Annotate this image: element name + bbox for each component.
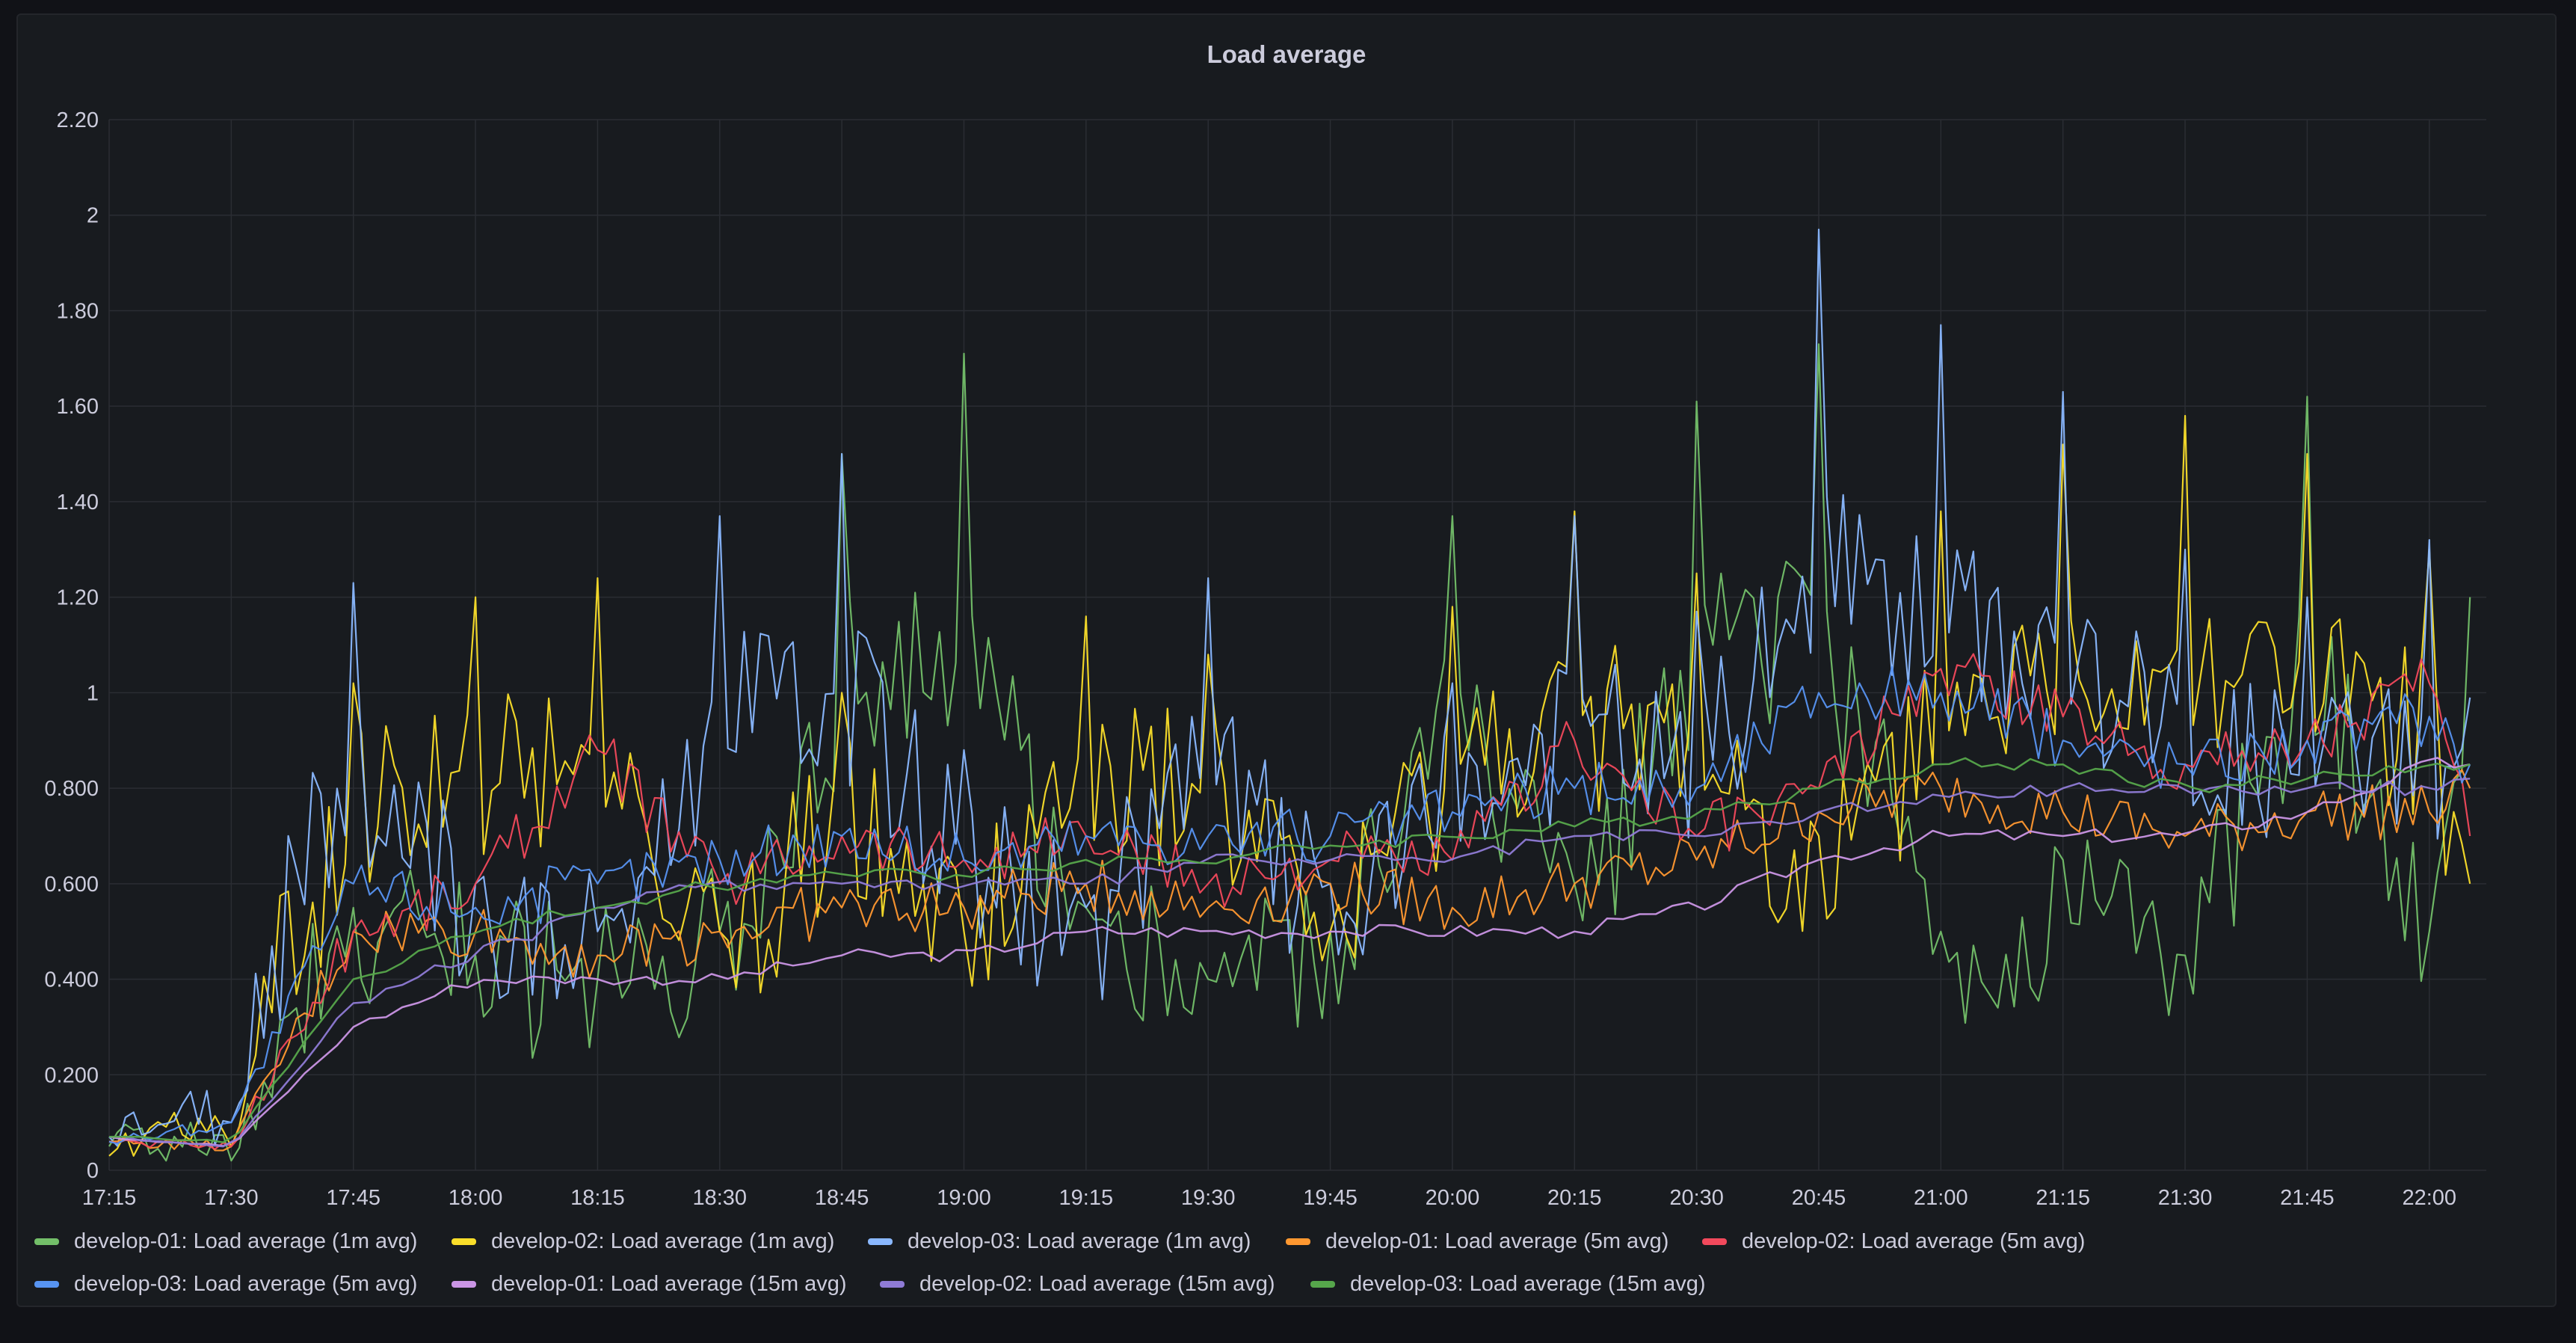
- legend-swatch: [880, 1281, 905, 1288]
- y-tick-label: 0.200: [44, 1063, 99, 1087]
- legend-item[interactable]: develop-01: Load average (1m avg): [34, 1229, 417, 1254]
- legend-label: develop-02: Load average (5m avg): [1742, 1229, 2086, 1253]
- x-tick-label: 20:15: [1547, 1186, 1602, 1210]
- y-tick-label: 1.80: [57, 299, 99, 323]
- y-tick-label: 1.40: [57, 491, 99, 514]
- legend-swatch: [1286, 1238, 1310, 1245]
- legend-item[interactable]: develop-01: Load average (5m avg): [1286, 1229, 1668, 1254]
- legend-swatch: [1310, 1281, 1335, 1288]
- legend-label: develop-03: Load average (15m avg): [1350, 1272, 1706, 1296]
- x-tick-label: 21:00: [1914, 1186, 1968, 1210]
- x-tick-label: 18:30: [692, 1186, 747, 1210]
- x-tick-label: 21:15: [2036, 1186, 2090, 1210]
- legend-swatch: [34, 1238, 59, 1245]
- chart-grid: [108, 119, 2486, 1171]
- y-tick-label: 1.20: [57, 586, 99, 610]
- y-tick-label: 0.400: [44, 968, 99, 992]
- legend-label: develop-01: Load average (15m avg): [491, 1272, 847, 1296]
- load-average-panel: Load average 0 0.200 0.400 0.600 0.800 1 1.20 1…: [16, 13, 2557, 1307]
- series-line-3[interactable]: [108, 228, 2471, 1147]
- x-tick-label: 18:45: [815, 1186, 869, 1210]
- chart-legend: develop-01: Load average (1m avg) develop…: [34, 1220, 2530, 1306]
- x-tick-label: 20:45: [1792, 1186, 1846, 1210]
- legend-label: develop-03: Load average (1m avg): [908, 1229, 1251, 1253]
- y-axis: 0 0.200 0.400 0.600 0.800 1 1.20 1.40 1.60 1.80 2 2…: [44, 108, 99, 1183]
- legend-label: develop-01: Load average (1m avg): [74, 1229, 418, 1253]
- x-tick-label: 22:00: [2402, 1186, 2456, 1210]
- x-tick-label: 17:30: [204, 1186, 259, 1210]
- legend-label: develop-03: Load average (5m avg): [74, 1272, 418, 1296]
- y-tick-label: 2: [87, 204, 99, 228]
- series-line-7[interactable]: [108, 757, 2471, 1147]
- legend-label: develop-01: Load average (5m avg): [1325, 1229, 1669, 1253]
- legend-row: develop-03: Load average (5m avg) develop…: [34, 1263, 2530, 1306]
- y-tick-label: 1.60: [57, 395, 99, 419]
- x-tick-label: 20:30: [1669, 1186, 1724, 1210]
- series-line-6[interactable]: [108, 666, 2471, 1145]
- legend-item[interactable]: develop-03: Load average (5m avg): [34, 1272, 417, 1297]
- legend-swatch: [868, 1238, 893, 1245]
- x-tick-label: 18:15: [570, 1186, 625, 1210]
- legend-row: develop-01: Load average (1m avg) develop…: [34, 1220, 2530, 1263]
- x-tick-label: 19:30: [1181, 1186, 1236, 1210]
- y-tick-label: 1: [87, 681, 99, 705]
- y-tick-label: 0: [87, 1159, 99, 1183]
- legend-item[interactable]: develop-02: Load average (15m avg): [880, 1272, 1275, 1297]
- x-tick-label: 20:00: [1426, 1186, 1480, 1210]
- series-line-2[interactable]: [108, 414, 2471, 1157]
- y-tick-label: 0.800: [44, 777, 99, 801]
- series-line-4[interactable]: [108, 769, 2471, 1152]
- x-tick-label: 21:30: [2158, 1186, 2213, 1210]
- legend-swatch: [1702, 1238, 1727, 1245]
- x-tick-label: 17:45: [326, 1186, 380, 1210]
- load-average-chart: 00.2000.4000.6000.80011.201.401.601.8022…: [44, 108, 2486, 1210]
- x-tick-label: 21:45: [2280, 1186, 2335, 1210]
- panel-title[interactable]: Load average: [1207, 40, 1366, 68]
- series-line-1[interactable]: [108, 343, 2471, 1162]
- series-line-8[interactable]: [109, 778, 2471, 1148]
- series-line-9[interactable]: [108, 757, 2471, 1143]
- y-tick-label: 2.20: [57, 108, 99, 132]
- series-lines[interactable]: [107, 227, 2472, 1163]
- legend-swatch: [452, 1281, 476, 1288]
- legend-label: develop-02: Load average (1m avg): [491, 1229, 835, 1253]
- legend-item[interactable]: develop-02: Load average (1m avg): [452, 1229, 834, 1254]
- legend-swatch: [34, 1281, 59, 1288]
- x-axis: 17:15 17:30 17:45 18:00 18:15 18:30 18:45 19:00…: [82, 1186, 2456, 1210]
- legend-item[interactable]: develop-03: Load average (1m avg): [868, 1229, 1251, 1254]
- legend-item[interactable]: develop-02: Load average (5m avg): [1702, 1229, 2085, 1254]
- series-line-5[interactable]: [108, 653, 2471, 1150]
- x-tick-label: 19:00: [937, 1186, 991, 1210]
- legend-item[interactable]: develop-01: Load average (15m avg): [452, 1272, 847, 1297]
- legend-swatch: [452, 1238, 476, 1245]
- legend-item[interactable]: develop-03: Load average (15m avg): [1310, 1272, 1706, 1297]
- legend-label: develop-02: Load average (15m avg): [919, 1272, 1275, 1296]
- x-tick-label: 18:00: [449, 1186, 503, 1210]
- x-tick-label: 17:15: [82, 1186, 137, 1210]
- y-tick-label: 0.600: [44, 873, 99, 897]
- x-tick-label: 19:45: [1303, 1186, 1358, 1210]
- x-tick-label: 19:15: [1059, 1186, 1114, 1210]
